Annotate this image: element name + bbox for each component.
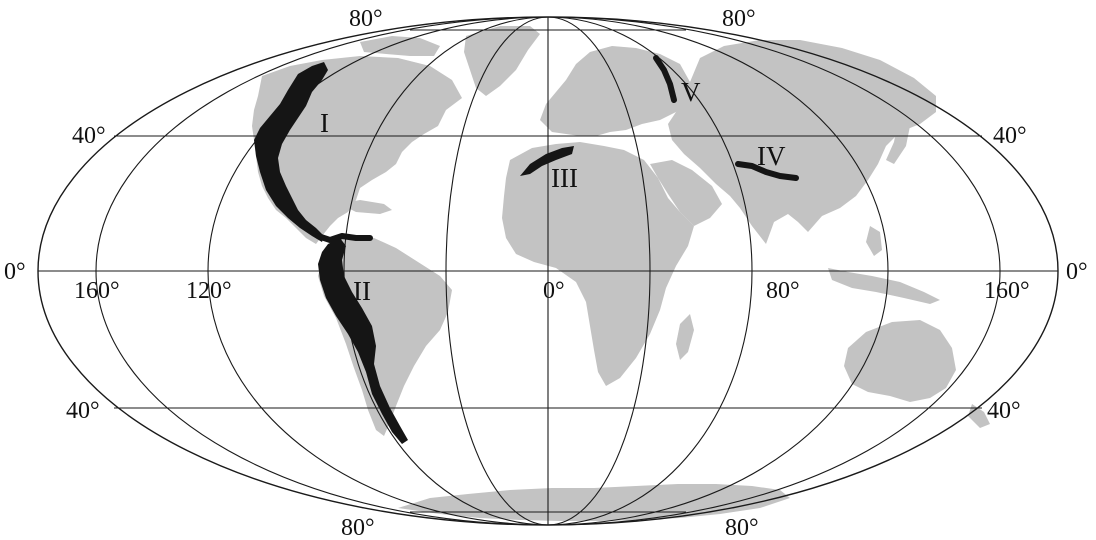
label-lat40-south-right: 40° [987, 398, 1021, 424]
label-lon-160-west: 160° [74, 278, 120, 304]
graticule-labels: 80° 80° 80° 80° 40° 40° 40° 40° 0° 0° 16… [4, 6, 1088, 540]
greenland-land [464, 26, 540, 96]
philippines-land [866, 226, 882, 256]
belt-label-iii: III [551, 163, 578, 193]
japan-land [886, 120, 910, 164]
label-lon-80-east: 80° [766, 278, 800, 304]
belt-label-ii: II [353, 276, 371, 306]
australia-land [844, 320, 956, 402]
belt-iii-shape [520, 146, 574, 176]
north-america-land [252, 56, 462, 244]
label-lat40-south-left: 40° [66, 398, 100, 424]
belt-central-america [315, 233, 373, 243]
indonesia-land [828, 268, 940, 304]
label-lon-120-west: 120° [186, 278, 232, 304]
label-bottom-right-80: 80° [725, 515, 759, 540]
label-lon-0: 0° [543, 278, 565, 304]
belt-labels: I II III IV V [320, 77, 786, 306]
label-top-left-80: 80° [349, 6, 383, 32]
belt-label-i: I [320, 108, 329, 138]
belt-ii-shape [318, 238, 408, 444]
belt-label-iv: IV [757, 141, 786, 171]
caribbean-land [340, 200, 392, 214]
belt-v-shape [653, 55, 677, 103]
arctic-islands-land [360, 36, 440, 56]
label-equator-right: 0° [1066, 259, 1088, 285]
madagascar-land [676, 314, 694, 360]
label-top-right-80: 80° [722, 6, 756, 32]
belt-i-shape [254, 62, 328, 242]
south-america-land [318, 236, 452, 436]
belt-label-v: V [681, 77, 701, 107]
label-lat40-north-left: 40° [72, 123, 106, 149]
label-equator-left: 0° [4, 259, 26, 285]
label-lon-160-east: 160° [984, 278, 1030, 304]
mountain-belts [254, 55, 799, 444]
arabia-land [650, 160, 722, 226]
new-zealand-land [968, 404, 990, 428]
label-lat40-north-right: 40° [993, 123, 1027, 149]
europe-land [540, 46, 690, 136]
land-masses [252, 26, 990, 521]
label-bottom-left-80: 80° [341, 515, 375, 540]
meridian-160 [95, 16, 1001, 526]
belt-iv-shape [735, 161, 799, 181]
asia-land [668, 40, 936, 244]
